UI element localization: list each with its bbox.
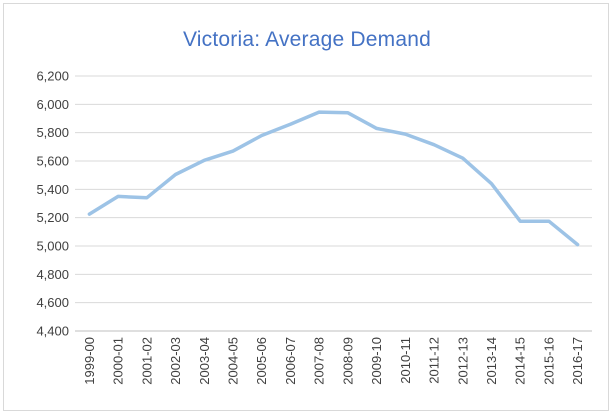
x-tick-label: 2000-01 xyxy=(111,337,126,385)
y-tick-label: 4,400 xyxy=(36,324,69,339)
series-line xyxy=(87,110,580,247)
chart-area: Victoria: Average Demand 4,400 4,600 4,800… xyxy=(3,3,609,411)
x-tick-label: 2012-13 xyxy=(455,337,470,385)
y-tick-label: 6,200 xyxy=(36,69,69,84)
x-tick-label: 2005-06 xyxy=(254,337,269,385)
x-tick-label: 2003-04 xyxy=(197,337,212,385)
y-tick-label: 4,800 xyxy=(36,267,69,282)
x-tick-label: 2010-11 xyxy=(398,337,413,384)
x-tick-label: 2002-03 xyxy=(168,337,183,385)
chart-plot: 4,400 4,600 4,800 5,000 5,200 5,400 5,600 5,800… xyxy=(36,69,592,385)
series-group xyxy=(87,110,580,247)
y-tick-label: 5,200 xyxy=(36,210,69,225)
x-tick-label: 2011-12 xyxy=(427,337,442,384)
x-tick-label: 2004-05 xyxy=(225,337,240,385)
y-tick-label: 5,000 xyxy=(36,239,69,254)
y-tick-label: 5,800 xyxy=(36,125,69,140)
x-tick-label: 2014-15 xyxy=(513,337,528,385)
x-tick-label: 2016-17 xyxy=(570,337,585,385)
y-tick-label: 4,600 xyxy=(36,295,69,310)
gridlines xyxy=(75,75,592,332)
x-tick-label: 2008-09 xyxy=(340,337,355,385)
x-tick-label: 2007-08 xyxy=(312,337,327,385)
y-tick-label: 5,600 xyxy=(36,154,69,169)
x-tick-label: 2015-16 xyxy=(541,337,556,385)
x-tick-label: 2006-07 xyxy=(283,337,298,385)
x-tick-label: 2013-14 xyxy=(484,337,499,385)
x-tick-label: 2001-02 xyxy=(139,337,154,385)
y-tick-label: 6,000 xyxy=(36,97,69,112)
x-tick-label: 1999-00 xyxy=(82,337,97,385)
x-axis-tick-labels: 1999-00 2000-01 2001-02 2002-03 2003-04 2004-… xyxy=(82,337,585,385)
chart-title: Victoria: Average Demand xyxy=(182,28,431,51)
y-tick-label: 5,400 xyxy=(36,182,69,197)
y-axis-tick-labels: 4,400 4,600 4,800 5,000 5,200 5,400 5,600 5,800… xyxy=(36,69,69,339)
x-tick-label: 2009-10 xyxy=(369,337,384,385)
